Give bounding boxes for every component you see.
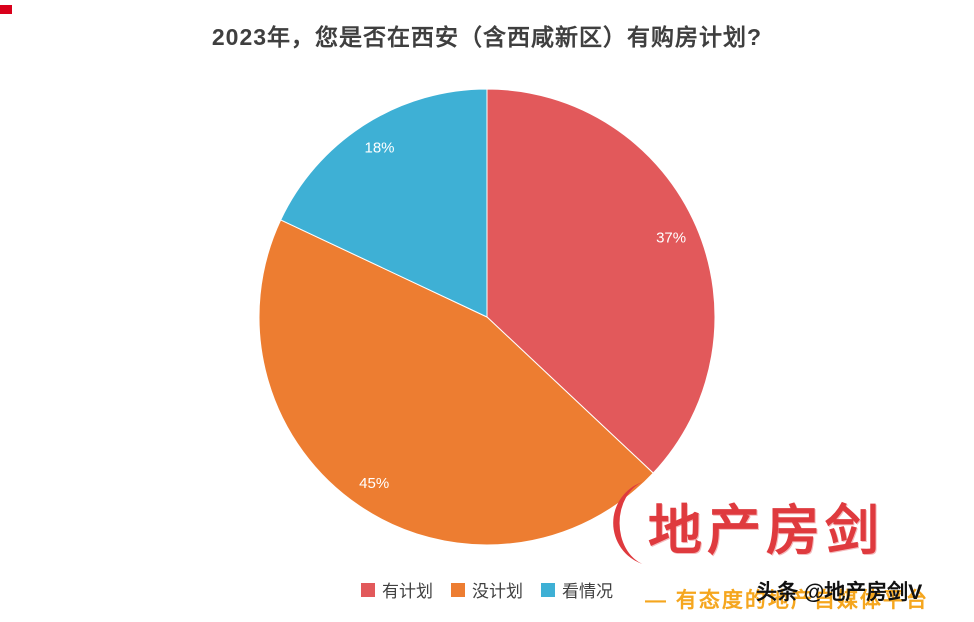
legend-item-depends[interactable]: 看情况 (541, 577, 613, 602)
corner-red-mark (0, 5, 12, 14)
pie-slice-有计划[interactable] (486, 88, 716, 474)
watermark-tagline-text: — 有态度的地产自媒体平台 (645, 589, 929, 612)
legend-item-have-plan[interactable]: 有计划 (361, 577, 433, 602)
pie-data-label-看情况: 18% (364, 140, 394, 157)
pie-chart: 37% 45% 18% (258, 88, 716, 546)
watermark-credit-text: 头条 @地产房剑V (756, 581, 923, 604)
pie-data-label-没计划: 45% (359, 475, 389, 492)
brand-crescent-icon (613, 481, 643, 565)
pie-slice-看情况[interactable] (280, 88, 488, 318)
watermark-brand-text: 地产房剑 (648, 501, 884, 561)
pie-data-label-有计划: 37% (656, 229, 686, 246)
legend-item-no-plan[interactable]: 没计划 (451, 577, 523, 602)
legend-swatch-blue (541, 582, 555, 597)
legend-label: 没计划 (472, 582, 523, 601)
chart-title: 2023年，您是否在西安（含西咸新区）有购房计划? (211, 24, 763, 50)
chart-legend: 有计划 没计划 看情况 (0, 577, 974, 602)
legend-label: 看情况 (562, 582, 613, 601)
pie-slice-没计划[interactable] (258, 219, 654, 546)
legend-swatch-orange (451, 582, 465, 597)
legend-label: 有计划 (382, 582, 433, 601)
legend-swatch-red (361, 582, 375, 597)
pie-chart-area: 37% 45% 18% (257, 85, 717, 553)
